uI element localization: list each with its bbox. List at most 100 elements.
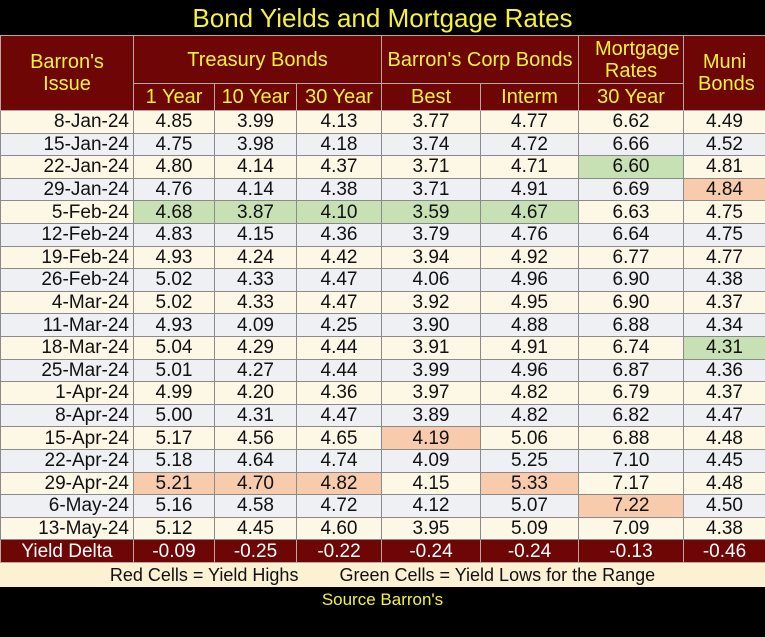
value-cell: 4.65 — [295, 426, 383, 450]
table-row: 11-Mar-24 4.93 4.09 4.25 3.90 4.88 6.88 4.34 — [0, 313, 765, 337]
value-cell: 4.06 — [381, 268, 482, 292]
header-issue: Barron's Issue — [0, 35, 134, 111]
header-interm: Interm — [480, 83, 580, 111]
date-cell: 26-Feb-24 — [0, 268, 134, 292]
value-cell: 7.10 — [578, 448, 685, 473]
table-row: 6-May-24 5.16 4.58 4.72 4.12 5.07 7.22 4.50 — [0, 494, 765, 518]
value-cell: 4.75 — [683, 222, 765, 247]
table-row: 4-Mar-24 5.02 4.33 4.47 3.92 4.95 6.90 4.37 — [0, 290, 765, 315]
value-cell: 4.81 — [683, 155, 765, 179]
value-cell: 6.88 — [578, 426, 685, 450]
date-cell: 22-Apr-24 — [0, 448, 134, 473]
value-cell: 6.79 — [578, 381, 685, 405]
value-cell: 4.27 — [214, 358, 297, 383]
value-cell: 6.87 — [578, 358, 685, 383]
legend-green: Green Cells = Yield Lows for the Range — [339, 565, 656, 586]
value-cell: 4.15 — [381, 471, 482, 496]
value-cell: 6.63 — [578, 200, 685, 224]
value-cell-high: 4.84 — [683, 177, 765, 202]
table-row: 15-Jan-24 4.75 3.98 4.18 3.74 4.72 6.66 4.52 — [0, 132, 765, 157]
value-cell: 5.18 — [133, 448, 215, 473]
legend: Red Cells = Yield Highs Green Cells = Yi… — [0, 563, 765, 588]
value-cell: 4.45 — [683, 448, 765, 473]
value-cell: 4.38 — [683, 268, 765, 292]
table-row: 29-Apr-24 5.21 4.70 4.82 4.15 5.33 7.17 4.48 — [0, 471, 765, 496]
value-cell: 3.99 — [381, 358, 482, 383]
table-row: 13-May-24 5.12 4.45 4.60 3.95 5.09 7.09 4.38 — [0, 516, 765, 541]
value-cell: 5.02 — [133, 268, 215, 292]
value-cell: 4.82 — [480, 381, 580, 405]
value-cell: 4.91 — [480, 335, 580, 360]
date-cell: 8-Apr-24 — [0, 403, 134, 428]
header-10-year: 10 Year — [214, 83, 297, 111]
value-cell: 4.34 — [683, 313, 765, 337]
value-cell: 4.36 — [295, 381, 383, 405]
yield-delta-row: Yield Delta -0.09 -0.25 -0.22 -0.24 -0.24 -0.1… — [0, 539, 765, 564]
table-row: 5-Feb-24 4.68 3.87 4.10 3.59 4.67 6.63 4.75 — [0, 200, 765, 224]
value-cell: 4.50 — [683, 494, 765, 518]
value-cell: 4.92 — [480, 245, 580, 270]
date-cell: 25-Mar-24 — [0, 358, 134, 383]
value-cell: 5.01 — [133, 358, 215, 383]
value-cell: 4.85 — [133, 110, 215, 134]
value-cell: 4.37 — [683, 290, 765, 315]
yield-delta-cell: -0.24 — [480, 539, 580, 564]
value-cell-high: 5.21 — [133, 471, 215, 496]
table-row: 26-Feb-24 5.02 4.33 4.47 4.06 4.96 6.90 4.38 — [0, 268, 765, 292]
value-cell: 4.25 — [295, 313, 383, 337]
value-cell: 4.74 — [295, 448, 383, 473]
value-cell: 4.82 — [480, 403, 580, 428]
value-cell: 3.99 — [214, 110, 297, 134]
value-cell: 4.29 — [214, 335, 297, 360]
value-cell: 3.89 — [381, 403, 482, 428]
value-cell: 3.91 — [381, 335, 482, 360]
date-cell: 11-Mar-24 — [0, 313, 134, 337]
value-cell: 4.48 — [683, 471, 765, 496]
value-cell: 4.80 — [133, 155, 215, 179]
value-cell: 4.42 — [295, 245, 383, 270]
value-cell: 5.02 — [133, 290, 215, 315]
value-cell: 3.71 — [381, 177, 482, 202]
value-cell: 5.00 — [133, 403, 215, 428]
date-cell: 1-Apr-24 — [0, 381, 134, 405]
value-cell: 4.75 — [683, 200, 765, 224]
value-cell: 4.12 — [381, 494, 482, 518]
table-row: 15-Apr-24 5.17 4.56 4.65 4.19 5.06 6.88 4.48 — [0, 426, 765, 450]
value-cell: 7.17 — [578, 471, 685, 496]
value-cell: 5.04 — [133, 335, 215, 360]
value-cell: 7.09 — [578, 516, 685, 541]
value-cell: 5.25 — [480, 448, 580, 473]
value-cell: 6.77 — [578, 245, 685, 270]
value-cell: 4.76 — [480, 222, 580, 247]
value-cell: 3.77 — [381, 110, 482, 134]
value-cell: 4.77 — [683, 245, 765, 270]
yield-delta-cell: -0.24 — [381, 539, 482, 564]
value-cell: 4.20 — [214, 381, 297, 405]
value-cell: 3.98 — [214, 132, 297, 157]
table-row: 22-Apr-24 5.18 4.64 4.74 4.09 5.25 7.10 4.45 — [0, 448, 765, 473]
value-cell: 4.77 — [480, 110, 580, 134]
value-cell-high: 4.19 — [381, 426, 482, 450]
value-cell: 4.15 — [214, 222, 297, 247]
value-cell: 5.06 — [480, 426, 580, 450]
value-cell: 3.95 — [381, 516, 482, 541]
value-cell: 4.72 — [480, 132, 580, 157]
value-cell: 4.14 — [214, 177, 297, 202]
value-cell: 4.47 — [683, 403, 765, 428]
value-cell: 4.47 — [295, 290, 383, 315]
yield-delta-cell: -0.09 — [133, 539, 215, 564]
value-cell: 4.52 — [683, 132, 765, 157]
value-cell: 4.88 — [480, 313, 580, 337]
value-cell: 4.45 — [214, 516, 297, 541]
yield-delta-cell: -0.22 — [295, 539, 383, 564]
value-cell-low: 3.59 — [381, 200, 482, 224]
yield-delta-label: Yield Delta — [0, 539, 134, 564]
value-cell: 4.18 — [295, 132, 383, 157]
value-cell: 4.47 — [295, 403, 383, 428]
legend-red: Red Cells = Yield Highs — [109, 565, 299, 586]
value-cell-low: 4.31 — [683, 335, 765, 360]
table-row: 12-Feb-24 4.83 4.15 4.36 3.79 4.76 6.64 4.75 — [0, 222, 765, 247]
value-cell: 4.37 — [683, 381, 765, 405]
table-row: 19-Feb-24 4.93 4.24 4.42 3.94 4.92 6.77 4.77 — [0, 245, 765, 270]
value-cell: 4.56 — [214, 426, 297, 450]
